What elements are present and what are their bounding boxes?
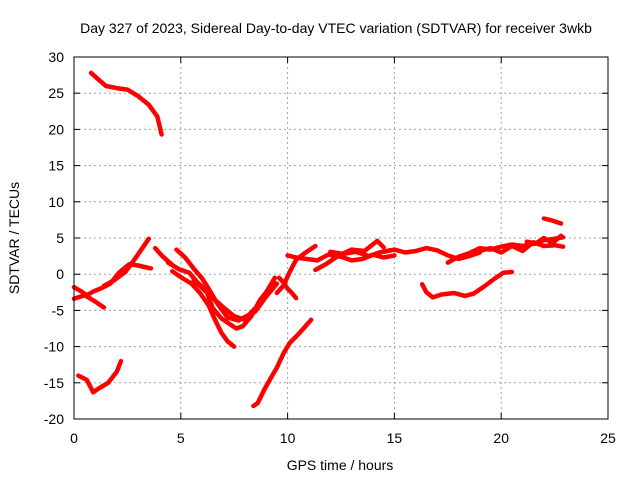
x-tick-label: 10 xyxy=(280,430,296,446)
y-tick-label: 0 xyxy=(56,266,64,282)
series-line-arc-20 xyxy=(466,240,566,257)
grid xyxy=(74,57,608,419)
y-tick-label: 5 xyxy=(56,230,64,246)
x-tick-label: 15 xyxy=(387,430,403,446)
x-tick-label: 5 xyxy=(177,430,185,446)
chart-title: Day 327 of 2023, Sidereal Day-to-day VTE… xyxy=(80,20,592,36)
ticks: 0 5 10 15 20 25 -20 -15 -10 -5 0 5 10 15 20 25 30 xyxy=(44,49,616,446)
series-line-arc-4 xyxy=(76,358,124,395)
series-line-arc-22 xyxy=(541,216,564,226)
series-line-arc-12 xyxy=(276,275,299,301)
series-line-arc-21 xyxy=(524,233,564,247)
y-tick-label: 15 xyxy=(48,158,64,174)
series-line-arc-18 xyxy=(419,269,515,300)
x-tick-label: 0 xyxy=(70,430,78,446)
series-line-arc-5 xyxy=(101,236,152,289)
series-line-arc-8 xyxy=(170,269,237,349)
series-line-arc-11 xyxy=(251,317,314,409)
y-tick-label: 30 xyxy=(48,49,64,65)
x-tick-label: 20 xyxy=(493,430,509,446)
x-tick-label: 25 xyxy=(600,430,616,446)
series-line-arc-3 xyxy=(71,292,107,310)
y-tick-label: -15 xyxy=(44,375,64,391)
y-tick-label: 20 xyxy=(48,121,64,137)
x-axis-label: GPS time / hours xyxy=(287,457,394,473)
series-line-arc-16 xyxy=(328,248,393,259)
series-line-arc-15 xyxy=(313,238,386,273)
y-tick-label: 25 xyxy=(48,85,64,101)
y-tick-label: -20 xyxy=(44,411,64,427)
series-line-arc-17 xyxy=(381,245,483,262)
y-tick-label: -10 xyxy=(44,339,64,355)
series-line-arc-13 xyxy=(274,243,318,296)
series-group xyxy=(71,70,566,409)
series-line-arc-1 xyxy=(88,70,164,137)
y-tick-label: -5 xyxy=(52,302,65,318)
y-tick-label: 10 xyxy=(48,194,64,210)
series-line-arc-10 xyxy=(191,277,280,323)
series-line-arc-7 xyxy=(165,260,278,331)
y-axis-label: SDTVAR / TECUs xyxy=(6,182,22,294)
